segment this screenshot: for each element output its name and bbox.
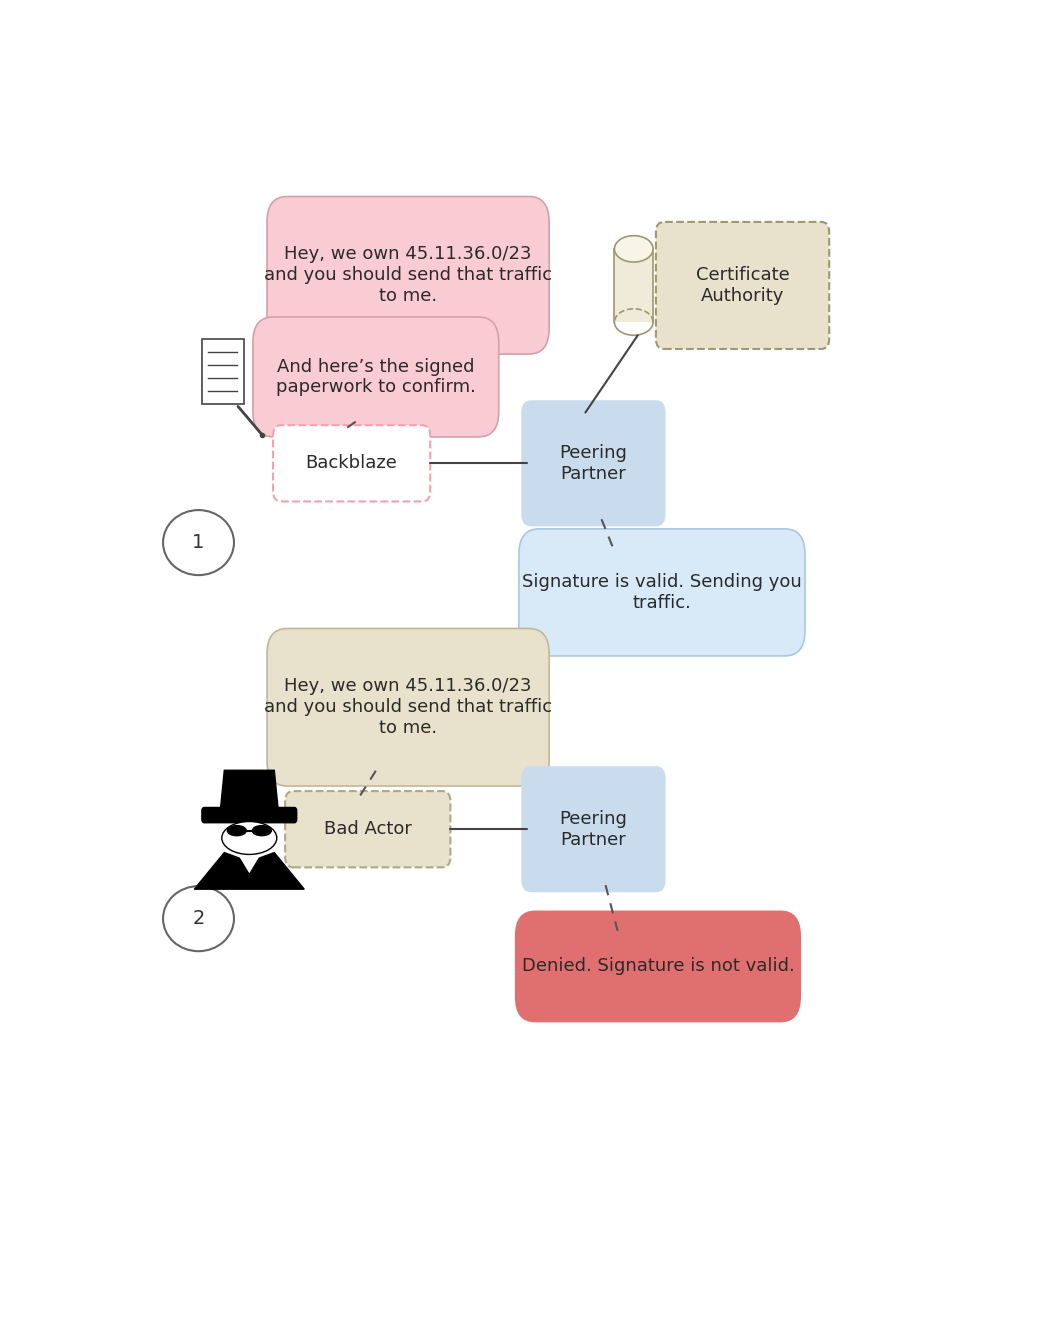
- FancyBboxPatch shape: [615, 249, 653, 322]
- FancyBboxPatch shape: [521, 766, 666, 892]
- FancyBboxPatch shape: [519, 529, 805, 656]
- Text: 1: 1: [192, 533, 205, 552]
- Text: Hey, we own 45.11.36.0/23
and you should send that traffic
to me.: Hey, we own 45.11.36.0/23 and you should…: [264, 246, 552, 305]
- FancyBboxPatch shape: [656, 222, 829, 348]
- FancyBboxPatch shape: [274, 425, 431, 502]
- FancyBboxPatch shape: [253, 317, 499, 437]
- Ellipse shape: [253, 825, 271, 836]
- Ellipse shape: [228, 825, 246, 836]
- Ellipse shape: [163, 510, 234, 576]
- Ellipse shape: [163, 886, 234, 952]
- FancyBboxPatch shape: [521, 400, 666, 527]
- Ellipse shape: [222, 821, 277, 854]
- FancyBboxPatch shape: [285, 791, 450, 867]
- FancyBboxPatch shape: [267, 197, 549, 354]
- FancyBboxPatch shape: [202, 808, 296, 822]
- Text: Backblaze: Backblaze: [306, 454, 397, 473]
- Text: Signature is valid. Sending you
traffic.: Signature is valid. Sending you traffic.: [522, 573, 802, 611]
- Text: 2: 2: [192, 909, 205, 928]
- Text: Denied. Signature is not valid.: Denied. Signature is not valid.: [521, 957, 795, 975]
- Polygon shape: [220, 771, 279, 810]
- Ellipse shape: [615, 236, 653, 263]
- Text: Certificate
Authority: Certificate Authority: [696, 267, 789, 305]
- FancyBboxPatch shape: [515, 911, 801, 1022]
- Text: And here’s the signed
paperwork to confirm.: And here’s the signed paperwork to confi…: [276, 358, 475, 396]
- Text: Hey, we own 45.11.36.0/23
and you should send that traffic
to me.: Hey, we own 45.11.36.0/23 and you should…: [264, 677, 552, 737]
- Text: Peering
Partner: Peering Partner: [560, 444, 627, 483]
- Text: Peering
Partner: Peering Partner: [560, 810, 627, 849]
- Text: Bad Actor: Bad Actor: [323, 820, 412, 838]
- FancyBboxPatch shape: [202, 339, 243, 404]
- Polygon shape: [194, 853, 305, 890]
- FancyBboxPatch shape: [267, 628, 549, 785]
